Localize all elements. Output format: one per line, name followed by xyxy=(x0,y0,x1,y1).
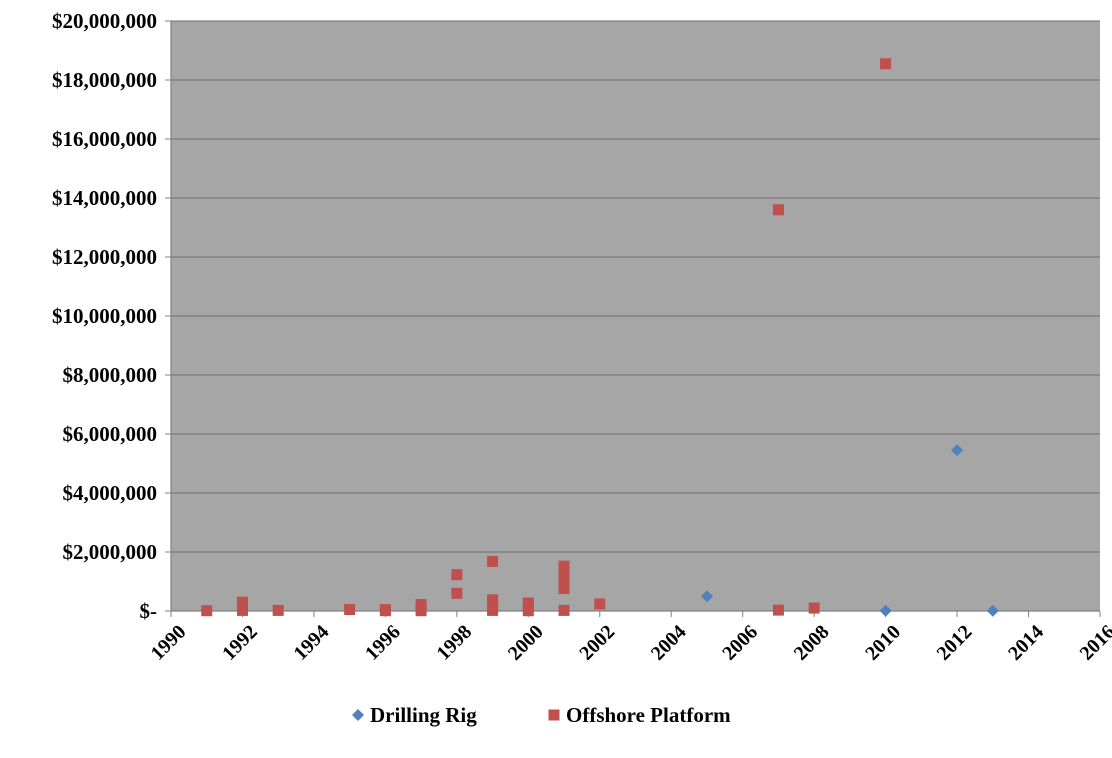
y-tick-label: $18,000,000 xyxy=(52,68,157,92)
offshore-platform-point xyxy=(594,598,606,610)
axes xyxy=(170,21,1100,612)
x-tick-label: 2016 xyxy=(1076,621,1112,665)
offshore-platform-point xyxy=(558,583,570,595)
drilling-rig-point xyxy=(951,444,964,457)
offshore-platform-point xyxy=(558,567,570,579)
drilling-rig-point xyxy=(700,590,713,603)
drilling-rig-point xyxy=(879,604,892,617)
offshore-platform-point xyxy=(415,605,427,617)
drilling-rig-point xyxy=(986,604,999,617)
x-tick-label: 1990 xyxy=(147,621,191,665)
x-axis-tick-labels: 1990 1992 1994 1996 1998 2000 2002 2004 2006 2008… xyxy=(147,611,1112,665)
legend-label: Offshore Platform xyxy=(566,703,731,727)
y-tick-label: $- xyxy=(140,599,158,623)
offshore-platform-point xyxy=(236,604,248,616)
legend-marker-offshore-platform xyxy=(548,709,560,721)
offshore-platform-point xyxy=(522,605,534,617)
legend: Drilling Rig Offshore Platform xyxy=(352,703,731,727)
series-offshore-platform xyxy=(201,58,892,617)
legend-marker-drilling-rig xyxy=(352,709,364,721)
y-tick-label: $20,000,000 xyxy=(52,9,157,33)
y-tick-label: $4,000,000 xyxy=(63,481,158,505)
y-axis-tick-labels: $- $2,000,000 $4,000,000 $6,000,000 $8,000,0… xyxy=(52,9,157,623)
offshore-platform-point xyxy=(558,576,570,587)
x-tick-label: 1996 xyxy=(361,621,405,665)
offshore-platform-point xyxy=(201,605,213,617)
y-tick-label: $6,000,000 xyxy=(63,422,158,446)
offshore-platform-point xyxy=(344,604,356,616)
offshore-platform-point xyxy=(451,587,463,599)
x-tick-label: 1994 xyxy=(290,621,334,665)
x-tick-label: 2004 xyxy=(647,621,691,665)
y-tick-label: $14,000,000 xyxy=(52,186,157,210)
offshore-platform-point xyxy=(487,604,499,616)
offshore-platform-point xyxy=(880,58,892,70)
offshore-platform-point xyxy=(772,204,784,216)
x-tick-label: 2012 xyxy=(933,621,977,665)
x-tick-label: 2014 xyxy=(1004,621,1048,665)
y-tick-label: $10,000,000 xyxy=(52,304,157,328)
offshore-platform-point xyxy=(558,560,570,572)
gridlines xyxy=(165,20,1100,612)
offshore-platform-point xyxy=(808,602,820,614)
legend-label: Drilling Rig xyxy=(370,703,477,727)
offshore-platform-point xyxy=(451,569,463,581)
x-tick-label: 1998 xyxy=(432,621,476,665)
y-tick-label: $8,000,000 xyxy=(63,363,158,387)
series-drilling-rig xyxy=(700,444,999,617)
offshore-platform-point xyxy=(487,555,499,567)
x-tick-label: 2000 xyxy=(504,621,548,665)
x-tick-label: 2008 xyxy=(790,621,834,665)
x-tick-label: 2006 xyxy=(718,621,762,665)
y-tick-label: $12,000,000 xyxy=(52,245,157,269)
x-tick-label: 2002 xyxy=(575,621,619,665)
offshore-platform-point xyxy=(379,605,391,617)
x-tick-label: 1992 xyxy=(218,621,262,665)
y-tick-label: $2,000,000 xyxy=(63,540,158,564)
offshore-platform-point xyxy=(772,604,784,616)
x-tick-label: 2010 xyxy=(861,621,905,665)
y-tick-label: $16,000,000 xyxy=(52,127,157,151)
data-points xyxy=(201,58,999,617)
offshore-platform-point xyxy=(272,604,284,616)
offshore-platform-point xyxy=(558,604,570,616)
